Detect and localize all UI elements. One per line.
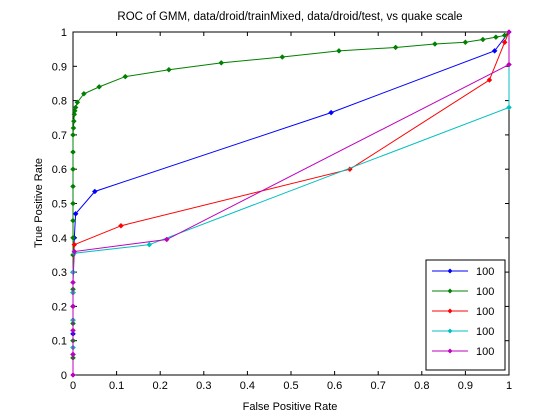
legend-swatch-marker — [447, 308, 453, 314]
data-point — [122, 73, 129, 80]
data-point — [71, 118, 77, 125]
legend-entry: 100 — [432, 306, 494, 318]
data-point — [71, 248, 78, 255]
x-tick-label: 0.9 — [458, 380, 473, 392]
series-layer — [70, 29, 512, 378]
data-point — [506, 61, 512, 68]
legend-label: 100 — [476, 266, 494, 278]
data-point — [501, 32, 508, 39]
data-point — [479, 36, 486, 43]
data-point — [81, 90, 87, 97]
x-tick-label: 0.3 — [196, 380, 211, 392]
data-point — [70, 303, 76, 310]
y-tick-label: 0.9 — [52, 61, 67, 73]
data-point — [70, 132, 76, 138]
data-point — [70, 351, 76, 358]
data-point — [70, 217, 76, 224]
data-point — [70, 279, 76, 286]
x-tick-label: 0.4 — [240, 380, 255, 392]
data-point — [96, 84, 103, 90]
data-point — [118, 222, 124, 229]
y-tick-label: 0.2 — [52, 301, 67, 313]
legend-swatch-marker — [447, 288, 453, 294]
data-point — [166, 66, 172, 73]
x-tick-label: 0.6 — [327, 380, 342, 392]
legend-label: 100 — [476, 346, 494, 358]
x-tick-label: 0.1 — [109, 380, 124, 392]
chart-title: ROC of GMM, data/droid/trainMixed, data/… — [117, 11, 462, 23]
x-tick-label: 0.8 — [414, 380, 429, 392]
data-point — [218, 60, 225, 66]
x-tick-label: 0.2 — [153, 380, 168, 392]
data-point — [506, 104, 512, 111]
y-tick-label: 0.8 — [52, 96, 67, 108]
data-point — [74, 99, 81, 106]
data-point — [71, 111, 78, 118]
data-point — [70, 372, 76, 378]
y-axis-label: True Positive Rate — [33, 158, 45, 248]
x-tick-label: 0.7 — [371, 380, 386, 392]
data-point — [70, 327, 76, 334]
legend-swatch-marker — [447, 328, 453, 334]
data-point — [336, 48, 342, 54]
data-point — [163, 236, 170, 243]
data-point — [72, 210, 79, 217]
data-point — [501, 39, 508, 46]
legend-box — [425, 259, 506, 371]
legend-entry: 100 — [432, 266, 494, 278]
data-point — [70, 183, 76, 190]
data-point — [328, 109, 334, 116]
data-point — [70, 125, 77, 131]
data-point — [506, 29, 512, 35]
data-point — [491, 48, 498, 54]
data-point — [462, 39, 469, 46]
data-point — [70, 166, 76, 173]
legend-label: 100 — [476, 306, 494, 318]
series-5 — [70, 29, 512, 378]
data-point — [72, 104, 79, 111]
y-tick-label: 0.7 — [52, 130, 67, 142]
y-tick-label: 1 — [61, 27, 67, 39]
data-point — [432, 41, 438, 47]
y-tick-label: 0.5 — [52, 199, 67, 211]
legend-entry: 100 — [432, 346, 494, 358]
x-tick-label: 0 — [70, 380, 76, 392]
y-tick-label: 0.6 — [52, 164, 67, 176]
y-tick-label: 0.1 — [52, 336, 67, 348]
data-point — [70, 234, 76, 241]
data-point — [279, 54, 286, 60]
data-point — [70, 149, 76, 155]
axis-ticks: 0 0.1 0.2 0.3 0.4 0.5 0.6 0.7 0.8 0.9 1 0 0.1 0.2 0.3 0… — [52, 27, 512, 392]
legend: 100 100 100 100 100 — [425, 259, 506, 371]
legend-label: 100 — [476, 326, 494, 338]
legend-label: 100 — [476, 286, 494, 298]
data-point — [71, 241, 78, 248]
legend-swatch-marker — [447, 268, 453, 274]
x-tick-label: 1 — [506, 380, 512, 392]
y-tick-label: 0 — [61, 370, 67, 382]
data-point — [146, 241, 153, 248]
x-tick-label: 0.5 — [283, 380, 298, 392]
y-tick-label: 0.3 — [52, 267, 67, 279]
y-tick-label: 0.4 — [52, 233, 67, 245]
data-point — [493, 34, 499, 40]
data-point — [91, 188, 98, 195]
data-point — [486, 77, 493, 83]
legend-entry: 100 — [432, 326, 494, 338]
legend-swatch-marker — [447, 348, 453, 354]
data-point — [392, 44, 399, 51]
x-axis-label: False Positive Rate — [243, 401, 338, 413]
legend-entry: 100 — [432, 286, 494, 298]
data-point — [70, 200, 76, 207]
